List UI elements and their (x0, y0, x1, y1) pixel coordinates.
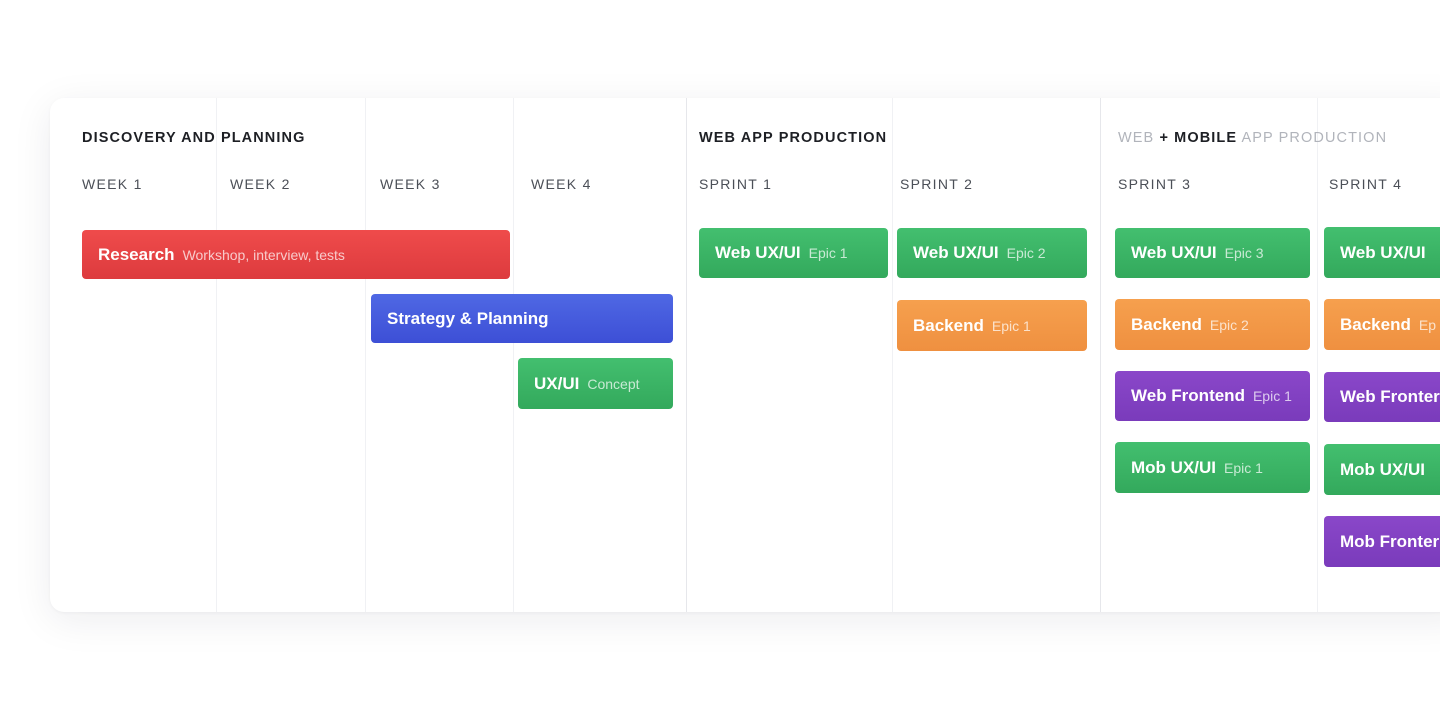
task-label: UX/UI (534, 373, 580, 393)
task-label: Web Frontend (1131, 386, 1245, 405)
section-title-web: WEB APP PRODUCTION (699, 130, 888, 146)
task-strategy-planning[interactable]: Strategy & Planning (371, 294, 673, 343)
column-header-week-3: WEEK 3 (380, 176, 441, 192)
task-sprint4-backend[interactable]: Backend Ep (1324, 299, 1440, 350)
task-label: Backend (913, 315, 984, 335)
divider-section-web-mobile (1100, 98, 1101, 612)
task-sublabel: Epic 1 (1224, 459, 1263, 476)
task-sublabel: Epic 2 (1006, 245, 1046, 261)
section-title-mobile-part-c: APP PRODUCTION (1237, 130, 1388, 146)
divider-week-1-2 (216, 98, 217, 612)
section-title-mobile: WEB + MOBILE APP PRODUCTION (1118, 130, 1387, 146)
divider-week-3-4 (513, 98, 514, 612)
task-sprint3-web-frontend[interactable]: Web Frontend Epic 1 (1115, 371, 1310, 421)
column-header-week-1: WEEK 1 (82, 176, 143, 192)
task-label: Web UX/UI (1340, 242, 1426, 262)
task-label: Web UX/UI (715, 243, 801, 262)
task-sprint2-backend[interactable]: Backend Epic 1 (897, 300, 1087, 351)
task-sprint1-web-uxui[interactable]: Web UX/UI Epic 1 (699, 228, 888, 278)
task-sublabel: Epic 1 (808, 245, 848, 261)
section-title-mobile-part-b: + MOBILE (1154, 130, 1238, 146)
column-header-sprint-2: SPRINT 2 (900, 176, 974, 192)
task-sprint4-mob-uxui[interactable]: Mob UX/UI (1324, 444, 1440, 495)
task-sprint2-web-uxui[interactable]: Web UX/UI Epic 2 (897, 228, 1087, 278)
task-label: Mob UX/UI (1131, 457, 1216, 477)
task-sublabel: Epic 1 (991, 317, 1031, 334)
roadmap-board (50, 98, 1440, 612)
task-label: Mob UX/UI (1340, 459, 1425, 479)
task-label: Backend (1340, 314, 1411, 334)
task-label: Research (98, 244, 175, 264)
task-label: Web UX/UI (1131, 243, 1217, 262)
task-sprint3-web-uxui[interactable]: Web UX/UI Epic 3 (1115, 228, 1310, 278)
task-label: Mob Fronter (1340, 531, 1440, 551)
task-label: Strategy & Planning (387, 308, 549, 328)
task-label: Web UX/UI (913, 243, 999, 262)
task-sprint4-web-frontend[interactable]: Web Fronter (1324, 372, 1440, 422)
column-header-sprint-4: SPRINT 4 (1329, 176, 1403, 192)
divider-sprint-3-4 (1317, 98, 1318, 612)
column-header-week-4: WEEK 4 (531, 176, 592, 192)
task-label: Web Fronter (1340, 387, 1440, 406)
task-sprint4-mob-frontend[interactable]: Mob Fronter (1324, 516, 1440, 567)
section-title-discovery: DISCOVERY AND PLANNING (82, 130, 306, 146)
task-sprint3-mob-uxui[interactable]: Mob UX/UI Epic 1 (1115, 442, 1310, 493)
task-sprint3-backend[interactable]: Backend Epic 2 (1115, 299, 1310, 350)
task-sublabel: Epic 2 (1209, 316, 1249, 333)
task-sublabel: Workshop, interview, tests (182, 246, 345, 263)
task-sublabel: Epic 3 (1224, 245, 1264, 261)
task-uxui-concept[interactable]: UX/UI Concept (518, 358, 673, 409)
divider-sprint-1-2 (892, 98, 893, 612)
task-sublabel: Epic 1 (1252, 388, 1292, 404)
task-research[interactable]: Research Workshop, interview, tests (82, 230, 510, 279)
column-header-sprint-3: SPRINT 3 (1118, 176, 1192, 192)
task-label: Backend (1131, 314, 1202, 334)
section-title-mobile-part-a: WEB (1118, 130, 1155, 146)
task-sprint4-web-uxui[interactable]: Web UX/UI (1324, 227, 1440, 278)
divider-week-2-3 (365, 98, 366, 612)
task-sublabel: Ep (1418, 316, 1436, 333)
column-header-sprint-1: SPRINT 1 (699, 176, 773, 192)
divider-section-discovery-web (686, 98, 687, 612)
task-sublabel: Concept (587, 375, 640, 392)
column-header-week-2: WEEK 2 (230, 176, 291, 192)
